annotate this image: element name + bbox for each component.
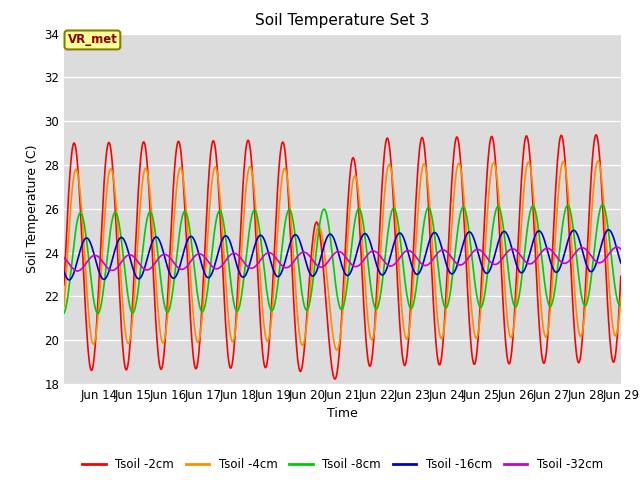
Tsoil -32cm xyxy=(164,253,172,259)
Line: Tsoil -4cm: Tsoil -4cm xyxy=(64,161,621,350)
Tsoil -2cm xyxy=(617,274,625,279)
Tsoil -16cm xyxy=(60,269,68,275)
Tsoil -4cm xyxy=(617,295,625,300)
Tsoil -8cm xyxy=(94,311,102,316)
Tsoil -8cm xyxy=(599,202,607,208)
Tsoil -16cm xyxy=(292,232,300,238)
Tsoil -8cm xyxy=(388,206,396,212)
Tsoil -4cm xyxy=(60,303,68,309)
Tsoil -16cm xyxy=(605,227,612,233)
Tsoil -16cm xyxy=(617,260,625,266)
Tsoil -2cm xyxy=(592,132,600,138)
Tsoil -32cm xyxy=(88,254,95,260)
Tsoil -2cm xyxy=(388,184,396,190)
Tsoil -32cm xyxy=(74,268,81,274)
Tsoil -32cm xyxy=(598,259,606,264)
Tsoil -16cm xyxy=(598,239,606,245)
Title: Soil Temperature Set 3: Soil Temperature Set 3 xyxy=(255,13,429,28)
Tsoil -2cm xyxy=(599,206,607,212)
Tsoil -32cm xyxy=(388,263,396,268)
Tsoil -8cm xyxy=(292,237,300,242)
Tsoil -4cm xyxy=(595,158,602,164)
Tsoil -32cm xyxy=(617,246,625,252)
Tsoil -8cm xyxy=(589,254,597,260)
X-axis label: Time: Time xyxy=(327,408,358,420)
Legend: Tsoil -2cm, Tsoil -4cm, Tsoil -8cm, Tsoil -16cm, Tsoil -32cm: Tsoil -2cm, Tsoil -4cm, Tsoil -8cm, Tsoi… xyxy=(77,454,607,476)
Line: Tsoil -8cm: Tsoil -8cm xyxy=(64,205,621,313)
Tsoil -4cm xyxy=(589,186,597,192)
Tsoil -16cm xyxy=(88,242,95,248)
Tsoil -16cm xyxy=(65,277,73,283)
Tsoil -8cm xyxy=(164,309,172,315)
Tsoil -4cm xyxy=(599,189,607,194)
Text: VR_met: VR_met xyxy=(67,34,117,47)
Tsoil -4cm xyxy=(163,315,171,321)
Tsoil -8cm xyxy=(60,310,68,316)
Tsoil -2cm xyxy=(163,301,171,307)
Tsoil -8cm xyxy=(598,202,606,208)
Tsoil -2cm xyxy=(60,282,68,288)
Tsoil -2cm xyxy=(332,376,339,382)
Tsoil -8cm xyxy=(617,301,625,307)
Y-axis label: Soil Temperature (C): Soil Temperature (C) xyxy=(26,144,38,273)
Tsoil -2cm xyxy=(87,366,95,372)
Tsoil -4cm xyxy=(333,347,340,353)
Tsoil -16cm xyxy=(164,265,172,271)
Tsoil -2cm xyxy=(291,323,299,328)
Tsoil -16cm xyxy=(388,245,396,251)
Tsoil -16cm xyxy=(589,267,597,273)
Tsoil -2cm xyxy=(589,144,597,150)
Line: Tsoil -32cm: Tsoil -32cm xyxy=(64,247,621,271)
Line: Tsoil -16cm: Tsoil -16cm xyxy=(64,230,621,280)
Tsoil -8cm xyxy=(87,274,95,280)
Tsoil -32cm xyxy=(292,256,300,262)
Tsoil -4cm xyxy=(291,280,299,286)
Tsoil -4cm xyxy=(87,331,95,337)
Tsoil -32cm xyxy=(589,256,597,262)
Tsoil -32cm xyxy=(613,244,621,250)
Tsoil -32cm xyxy=(60,255,68,261)
Line: Tsoil -2cm: Tsoil -2cm xyxy=(64,135,621,379)
Tsoil -4cm xyxy=(388,177,396,183)
